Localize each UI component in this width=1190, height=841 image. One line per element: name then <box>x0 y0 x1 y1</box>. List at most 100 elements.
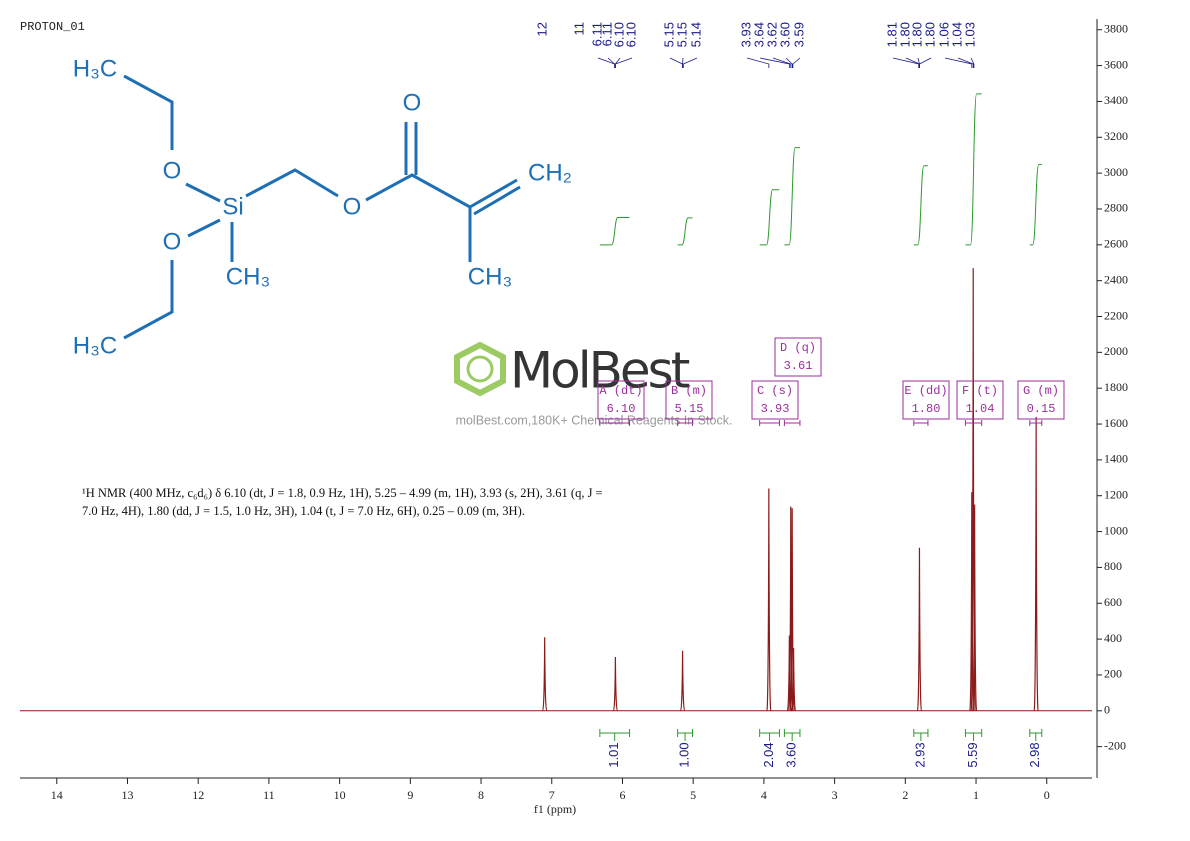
multiplet-name: A (dt) <box>599 384 642 398</box>
peak-label-link <box>607 57 616 68</box>
atom: CH₃ <box>226 263 270 290</box>
x-tick-label: 9 <box>407 788 413 802</box>
y-tick-label: 3200 <box>1104 129 1128 143</box>
integral-label: 2.93 <box>912 742 927 767</box>
peak <box>542 637 548 712</box>
y-tick-label: 3600 <box>1104 57 1128 71</box>
description: 7.0 Hz, 4H), 1.80 (dd, J = 1.5, 1.0 Hz, … <box>82 504 525 518</box>
multiplet-range <box>783 420 801 426</box>
multiplet-range <box>759 420 780 426</box>
peak-label-link <box>759 57 790 68</box>
y-tick-label: -200 <box>1104 738 1126 752</box>
multiplet-name: B (m) <box>671 384 707 398</box>
peak-label: 1.03 <box>962 22 977 47</box>
peak <box>679 650 686 712</box>
peak-label-link <box>792 57 801 68</box>
peak-label-link <box>772 57 792 68</box>
integral-curve <box>913 165 928 246</box>
x-tick-label: 14 <box>51 788 63 802</box>
y-tick-label: 2600 <box>1104 237 1128 251</box>
integral-label: 2.98 <box>1027 742 1042 767</box>
peak <box>916 547 923 712</box>
y-tick-label: 200 <box>1104 667 1122 681</box>
integral-curve <box>677 217 693 246</box>
peak <box>788 506 794 712</box>
x-tick-label: 8 <box>478 788 484 802</box>
peak-label-link <box>892 57 920 68</box>
integral-bracket <box>964 729 983 741</box>
watermark: MolBest molBest.com,180K+ Chemical Reage… <box>454 342 732 427</box>
integral-curve <box>1029 163 1042 246</box>
multiplet-shift: 0.15 <box>1027 402 1056 416</box>
atom: O <box>163 228 182 255</box>
atom: H₃C <box>73 332 117 359</box>
peak <box>786 635 792 712</box>
x-tick-label: 2 <box>902 788 908 802</box>
y-tick-label: 1600 <box>1104 416 1128 430</box>
peak-label: 1.04 <box>949 22 964 47</box>
multiplet-box <box>902 380 950 420</box>
peak-label-link <box>970 57 975 68</box>
title: PROTON_01 <box>20 20 85 34</box>
x-tick-label: 1 <box>973 788 979 802</box>
y-tick-label: 1200 <box>1104 487 1128 501</box>
x-tick-label: 7 <box>549 788 555 802</box>
y-tick-label: 2800 <box>1104 201 1128 215</box>
integral-label: 1.00 <box>676 742 691 767</box>
bonds <box>123 74 521 340</box>
integral-curve <box>759 189 780 246</box>
peak-label: 6.10 <box>623 22 638 47</box>
integral-label: 3.60 <box>784 742 799 767</box>
multiplet-range <box>1029 420 1043 426</box>
atom: CH₃ <box>468 263 512 290</box>
multiplet-shift: 5.15 <box>675 402 704 416</box>
peak-label-link <box>597 57 616 68</box>
multiplet-box <box>774 337 822 377</box>
y-tick-label: 3400 <box>1104 93 1128 107</box>
multiplet-name: E (dd) <box>904 384 947 398</box>
y-tick-label: 2000 <box>1104 344 1128 358</box>
y-tick-label: 800 <box>1104 559 1122 573</box>
brand: MolBest <box>510 342 690 400</box>
peak-label-link <box>614 57 633 68</box>
y-tick-label: 1400 <box>1104 452 1128 466</box>
multiplet-name: F (t) <box>962 384 998 398</box>
x-tick-label: 3 <box>832 788 838 802</box>
multiplet-shift: 1.80 <box>912 402 941 416</box>
peak-label: 6.10 <box>611 22 626 47</box>
x-tick-label: 11 <box>263 788 275 802</box>
y-tick-label: 1800 <box>1104 380 1128 394</box>
x-tick-label: 10 <box>334 788 346 802</box>
peak-label: 3.60 <box>777 22 792 47</box>
multiplet-shift: 6.10 <box>607 402 636 416</box>
multiplet-range <box>964 420 983 426</box>
peak-label: 1.06 <box>936 22 951 47</box>
multiplet-name: G (m) <box>1023 384 1059 398</box>
peak-label: 3.59 <box>791 22 806 47</box>
atom: Si <box>222 193 243 220</box>
multiplet-range <box>599 420 631 426</box>
peak-label: 3.62 <box>764 22 779 47</box>
peak <box>972 504 978 712</box>
integral-curve <box>599 217 630 246</box>
y-tick-label: 0 <box>1104 703 1110 717</box>
atom: O <box>343 193 362 220</box>
y-tick-label: 2400 <box>1104 272 1128 286</box>
y-tick-label: 600 <box>1104 595 1122 609</box>
atom: CH₂ <box>528 159 572 186</box>
integral-label: 1.01 <box>606 742 621 767</box>
x-tick-label: 4 <box>761 788 767 802</box>
peak-label-link <box>669 57 683 68</box>
integral-bracket <box>1029 729 1043 741</box>
x-tick-label: 0 <box>1044 788 1050 802</box>
integral-bracket <box>783 729 801 741</box>
peak-label: 3.64 <box>751 22 766 47</box>
multiplet-range <box>913 420 929 426</box>
y-tick-label: 3800 <box>1104 22 1128 36</box>
peak <box>969 492 975 712</box>
peak-label: 12 <box>534 22 549 36</box>
y-tick-label: 3000 <box>1104 165 1128 179</box>
molecule: H₃C O Si O CH₃ H₃C O O CH₂ CH₃ <box>73 55 572 359</box>
peak <box>766 488 772 712</box>
peak-label-link <box>785 57 793 68</box>
